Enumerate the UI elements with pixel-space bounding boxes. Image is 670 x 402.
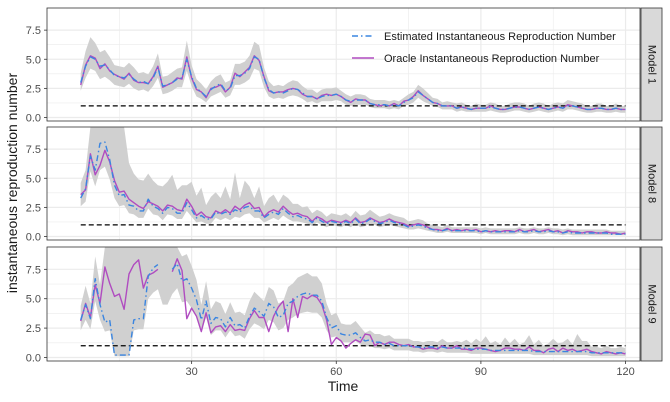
legend-oracle-label: Oracle Instantaneous Reproduction Number — [384, 53, 600, 65]
y-tick-label: 2.5 — [26, 202, 41, 214]
panel-border — [46, 246, 641, 362]
panel-model-8: 0.0 2.5 5.0 7.5 Model 8 — [26, 126, 663, 244]
facet-strip-label: Model 1 — [646, 45, 658, 84]
x-tick-label: 120 — [616, 366, 634, 378]
panel-border — [46, 7, 641, 122]
panel-model-9: 0.0 2.5 5.0 7.5 Model 9 — [26, 246, 663, 364]
x-tick-label: 60 — [330, 366, 342, 378]
y-tick-label: 2.5 — [26, 323, 41, 335]
y-tick-label: 7.5 — [26, 25, 41, 37]
y-tick-label: 5.0 — [26, 54, 41, 66]
y-tick-label: 7.5 — [26, 144, 41, 156]
series-oracle — [80, 149, 626, 235]
series-estimated — [80, 262, 626, 356]
y-axis-label: instantaneous reproduction number — [4, 73, 20, 294]
facet-strip-label: Model 8 — [646, 164, 658, 203]
facet-strip — [640, 126, 663, 241]
facet-strip — [640, 246, 663, 362]
y-tick-label: 5.0 — [26, 173, 41, 185]
y-tick-label: 0.0 — [26, 232, 41, 244]
panel-border — [46, 126, 641, 241]
y-tick-label: 7.5 — [26, 264, 41, 276]
y-tick-label: 0.0 — [26, 113, 41, 125]
panel-model-1: 0.0 2.5 5.0 7.5 Model 1 — [26, 7, 663, 125]
facet-strip-label: Model 9 — [646, 284, 658, 323]
confidence-band — [80, 127, 626, 236]
x-tick-label: 30 — [186, 366, 198, 378]
y-tick-label: 5.0 — [26, 294, 41, 306]
series-estimated — [80, 56, 626, 111]
y-tick-label: 2.5 — [26, 83, 41, 95]
y-tick-label: 0.0 — [26, 352, 41, 364]
x-tick-label: 90 — [475, 366, 487, 378]
facet-strip — [640, 7, 663, 122]
legend: Estimated Instantaneous Reproduction Num… — [352, 31, 616, 65]
x-axis: 30 60 90 120 — [186, 361, 635, 378]
legend-estimated-label: Estimated Instantaneous Reproduction Num… — [384, 31, 616, 43]
x-axis-label: Time — [328, 378, 359, 394]
confidence-band — [80, 247, 626, 357]
